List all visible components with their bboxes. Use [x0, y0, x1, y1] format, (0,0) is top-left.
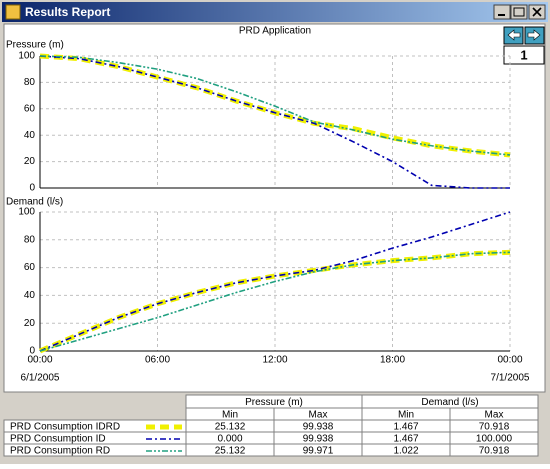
y-tick-label: 80	[24, 77, 36, 88]
x-tick-label: 00:00	[497, 355, 522, 366]
series-line	[39, 55, 511, 156]
page-number: 1	[520, 47, 527, 62]
minimize-button[interactable]	[493, 4, 511, 20]
table-value: 70.918	[479, 446, 510, 457]
table-value: 70.918	[479, 422, 510, 433]
series-line	[39, 55, 510, 189]
table-group-header: Pressure (m)	[245, 397, 303, 408]
table-value: 0.000	[217, 434, 242, 445]
table-cell	[449, 443, 539, 457]
page-nav: 1	[503, 26, 545, 65]
chart-title: PRD Application	[239, 26, 311, 37]
close-icon	[532, 7, 542, 17]
window-title: Results Report	[25, 5, 110, 19]
prev-icon	[507, 29, 521, 41]
table-value: 25.132	[215, 422, 246, 433]
series-line	[39, 251, 511, 352]
y-tick-label: 0	[29, 183, 35, 194]
y-tick-label: 100	[18, 51, 35, 62]
y-tick-label: 20	[24, 156, 36, 167]
window-buttons	[493, 4, 546, 20]
date-label: 7/1/2005	[491, 373, 530, 384]
legend-label: PRD Consumption RD	[10, 446, 110, 457]
x-tick-label: 12:00	[262, 355, 287, 366]
table-value: 99.938	[303, 422, 334, 433]
y-tick-label: 60	[24, 103, 36, 114]
y-tick-label: 80	[24, 234, 36, 245]
x-tick-label: 00:00	[27, 355, 52, 366]
next-icon	[527, 29, 541, 41]
table-value: 99.971	[303, 446, 334, 457]
maximize-icon	[513, 7, 525, 17]
series-line	[39, 211, 511, 352]
y-axis-label: Pressure (m)	[6, 40, 64, 51]
table-value: 99.938	[303, 434, 334, 445]
legend-label: PRD Consumption ID	[10, 434, 106, 445]
date-label: 6/1/2005	[21, 373, 60, 384]
table-column-header: Max	[309, 410, 328, 421]
table-column-header: Max	[485, 410, 504, 421]
title-bar	[2, 2, 548, 22]
x-tick-label: 18:00	[380, 355, 405, 366]
maximize-button[interactable]	[510, 4, 528, 20]
y-tick-label: 40	[24, 290, 36, 301]
chart-panel	[3, 23, 546, 393]
table-group-header: Demand (l/s)	[421, 397, 478, 408]
table-column-header: Min	[222, 410, 238, 421]
y-tick-label: 20	[24, 318, 36, 329]
page-box	[503, 45, 545, 65]
table-value: 1.022	[393, 446, 418, 457]
y-tick-label: 60	[24, 262, 36, 273]
table-value: 1.467	[393, 434, 418, 445]
legend-label: PRD Consumption IDRD	[10, 422, 120, 433]
table-value: 25.132	[215, 446, 246, 457]
app-icon	[5, 4, 21, 20]
y-tick-label: 40	[24, 130, 36, 141]
table-value: 100.000	[476, 434, 513, 445]
y-tick-label: 100	[18, 207, 35, 218]
y-tick-label: 0	[29, 346, 35, 357]
y-axis-label: Demand (l/s)	[6, 197, 63, 208]
x-tick-label: 06:00	[145, 355, 170, 366]
table-column-header: Min	[398, 410, 414, 421]
table-value: 1.467	[393, 422, 418, 433]
